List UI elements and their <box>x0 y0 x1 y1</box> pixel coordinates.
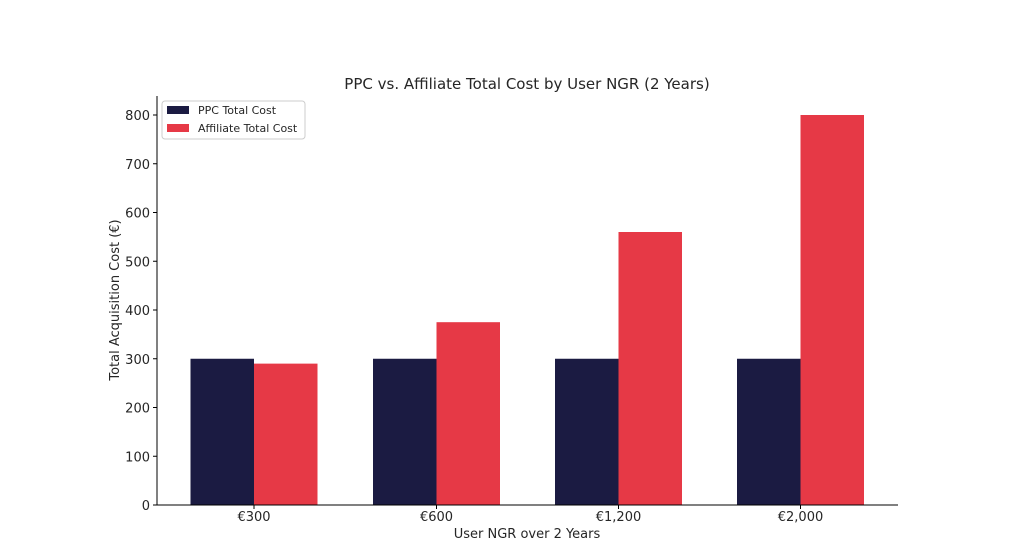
y-axis-label: Total Acquisition Cost (€) <box>108 219 123 381</box>
y-tick-label: 800 <box>125 109 150 124</box>
x-ticks-group: €300 €600 €1,200 €2,000 <box>237 505 823 525</box>
bar-affiliate-2 <box>618 232 682 505</box>
y-tick-label: 0 <box>142 499 150 514</box>
chart-title: PPC vs. Affiliate Total Cost by User NGR… <box>344 75 709 93</box>
bar-affiliate-0 <box>254 363 318 505</box>
x-tick-label: €2,000 <box>778 510 824 525</box>
bar-ppc-1 <box>373 358 437 505</box>
legend: PPC Total Cost Affiliate Total Cost <box>161 100 306 140</box>
x-axis-label: User NGR over 2 Years <box>454 527 601 542</box>
legend-label-ppc: PPC Total Cost <box>198 104 277 117</box>
bar-affiliate-1 <box>436 322 500 505</box>
y-ticks-group: 0 100 200 300 400 500 600 700 800 <box>125 109 157 514</box>
legend-label-affiliate: Affiliate Total Cost <box>198 122 298 135</box>
x-tick-label: €300 <box>237 510 270 525</box>
bars-group <box>190 115 864 505</box>
y-tick-label: 300 <box>125 353 150 368</box>
y-tick-label: 700 <box>125 158 150 173</box>
bar-ppc-2 <box>555 358 619 505</box>
legend-frame <box>161 100 306 140</box>
bar-affiliate-3 <box>800 115 864 505</box>
y-tick-label: 500 <box>125 255 150 270</box>
bar-ppc-3 <box>737 358 801 505</box>
y-tick-label: 100 <box>125 450 150 465</box>
x-tick-label: €600 <box>420 510 453 525</box>
y-tick-label: 200 <box>125 402 150 417</box>
legend-swatch-affiliate <box>167 124 189 132</box>
legend-swatch-ppc <box>167 106 189 114</box>
y-tick-label: 600 <box>125 207 150 222</box>
bar-ppc-0 <box>190 358 254 505</box>
y-tick-label: 400 <box>125 304 150 319</box>
x-tick-label: €1,200 <box>596 510 642 525</box>
